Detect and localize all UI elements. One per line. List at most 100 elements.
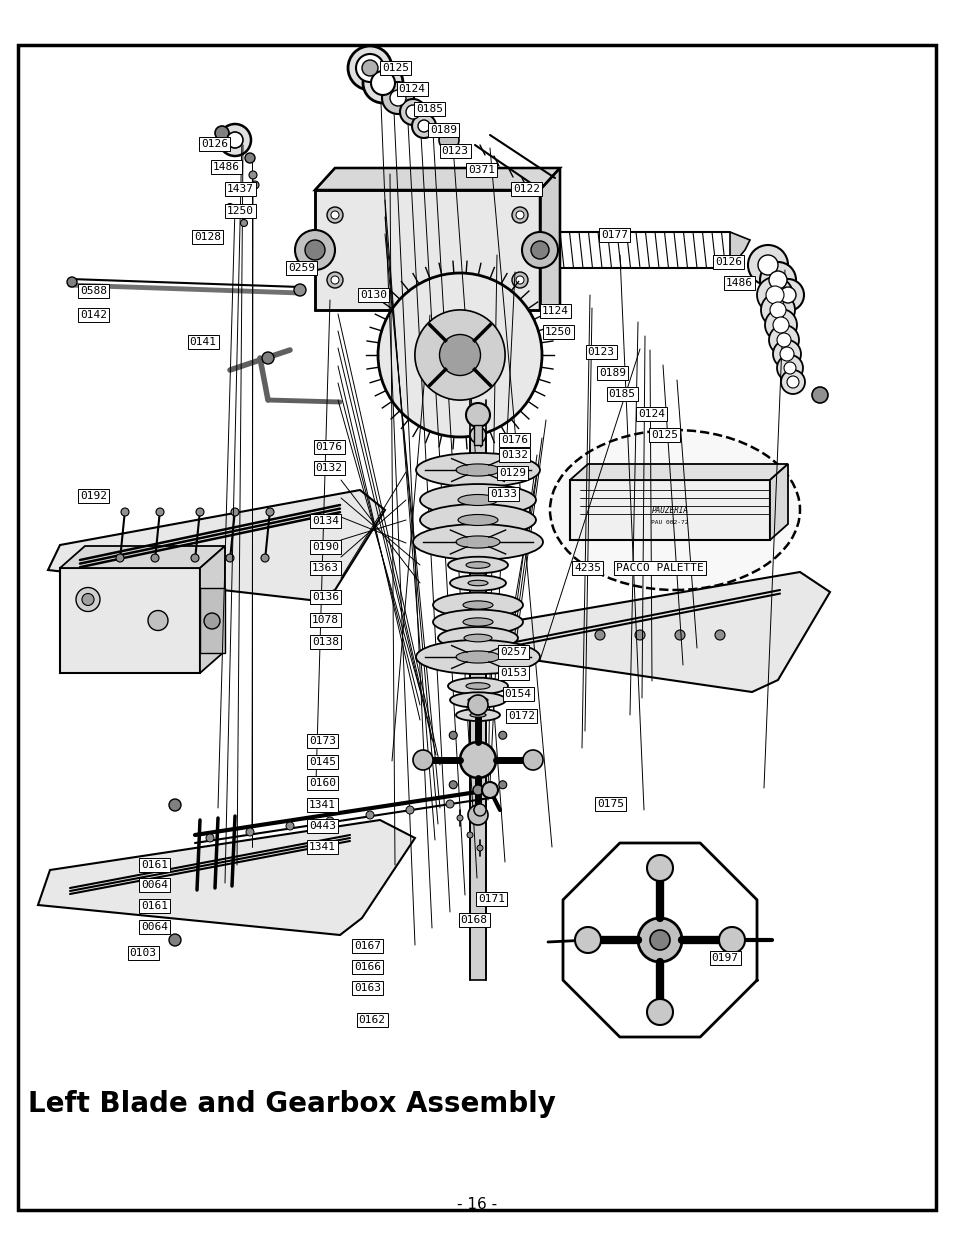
Circle shape [240,220,247,226]
Polygon shape [562,844,757,1037]
Circle shape [459,742,496,778]
Text: 0192: 0192 [80,492,107,501]
Circle shape [651,1004,667,1020]
Circle shape [227,132,243,148]
Circle shape [449,781,456,789]
Circle shape [468,805,488,825]
Text: 0145: 0145 [309,757,335,767]
Circle shape [361,61,377,77]
Text: 1437: 1437 [227,184,253,194]
Text: 0177: 0177 [600,230,627,240]
Circle shape [768,325,799,354]
Text: 0168: 0168 [460,915,487,925]
Text: 0142: 0142 [80,310,107,320]
Circle shape [522,750,542,769]
Text: 1341: 1341 [309,842,335,852]
Circle shape [769,303,785,317]
Circle shape [355,54,384,82]
Circle shape [169,934,181,946]
Text: 0172: 0172 [508,711,535,721]
Circle shape [371,70,395,95]
Polygon shape [539,168,559,310]
Circle shape [76,588,100,611]
Text: 1486: 1486 [725,278,752,288]
Circle shape [231,508,239,516]
Circle shape [760,293,794,327]
Ellipse shape [450,693,505,708]
Circle shape [781,370,804,394]
Circle shape [406,105,419,119]
Bar [60,568,200,673]
Text: 0125: 0125 [651,430,678,440]
Text: 0134: 0134 [312,516,338,526]
Text: 0126: 0126 [715,257,741,267]
Circle shape [251,182,258,189]
Circle shape [467,832,473,839]
Ellipse shape [433,610,522,635]
Polygon shape [729,232,749,268]
Text: - 16 -: - 16 - [456,1198,497,1213]
Circle shape [719,927,744,953]
Circle shape [156,508,164,516]
Circle shape [331,275,338,284]
Text: 0136: 0136 [312,592,338,601]
Circle shape [776,354,802,382]
Circle shape [456,815,462,821]
Text: 0138: 0138 [312,637,338,647]
Ellipse shape [448,678,507,694]
Circle shape [390,90,406,106]
Circle shape [415,310,504,400]
Text: 1124: 1124 [541,306,568,316]
Circle shape [245,153,254,163]
Circle shape [348,46,392,90]
Text: 0130: 0130 [360,290,387,300]
Text: 0132: 0132 [501,450,528,459]
Circle shape [512,272,527,288]
Circle shape [714,630,724,640]
Text: 1250: 1250 [227,206,253,216]
Text: 0190: 0190 [312,542,338,552]
Circle shape [148,610,168,631]
Circle shape [262,352,274,364]
Text: 0128: 0128 [194,232,221,242]
Circle shape [249,170,256,179]
Text: 0122: 0122 [513,184,539,194]
Circle shape [169,799,181,811]
Bar [569,480,769,540]
Circle shape [195,508,204,516]
Circle shape [449,731,456,740]
Text: 0103: 0103 [130,948,156,958]
Text: 0133: 0133 [490,489,517,499]
Ellipse shape [457,515,497,526]
Text: 0175: 0175 [597,799,623,809]
Text: 0126: 0126 [201,140,228,149]
Polygon shape [38,820,415,935]
Polygon shape [769,464,787,540]
Text: 0129: 0129 [498,468,525,478]
Circle shape [399,99,426,125]
Text: 0124: 0124 [398,84,425,94]
Circle shape [765,287,783,304]
Circle shape [305,240,325,261]
Circle shape [151,555,159,562]
Circle shape [470,427,485,443]
Circle shape [261,555,269,562]
Circle shape [294,230,335,270]
Circle shape [82,594,94,605]
Circle shape [331,211,338,219]
Circle shape [780,287,795,303]
Circle shape [468,695,488,715]
Circle shape [233,211,240,219]
Circle shape [446,800,454,808]
Circle shape [294,284,306,296]
Text: 0185: 0185 [416,104,442,114]
Ellipse shape [437,627,517,650]
Circle shape [266,508,274,516]
Ellipse shape [468,698,488,703]
Ellipse shape [448,557,507,573]
Text: 0257: 0257 [499,647,526,657]
Ellipse shape [550,430,800,590]
Circle shape [758,254,778,275]
Circle shape [206,834,213,842]
Ellipse shape [463,634,492,642]
